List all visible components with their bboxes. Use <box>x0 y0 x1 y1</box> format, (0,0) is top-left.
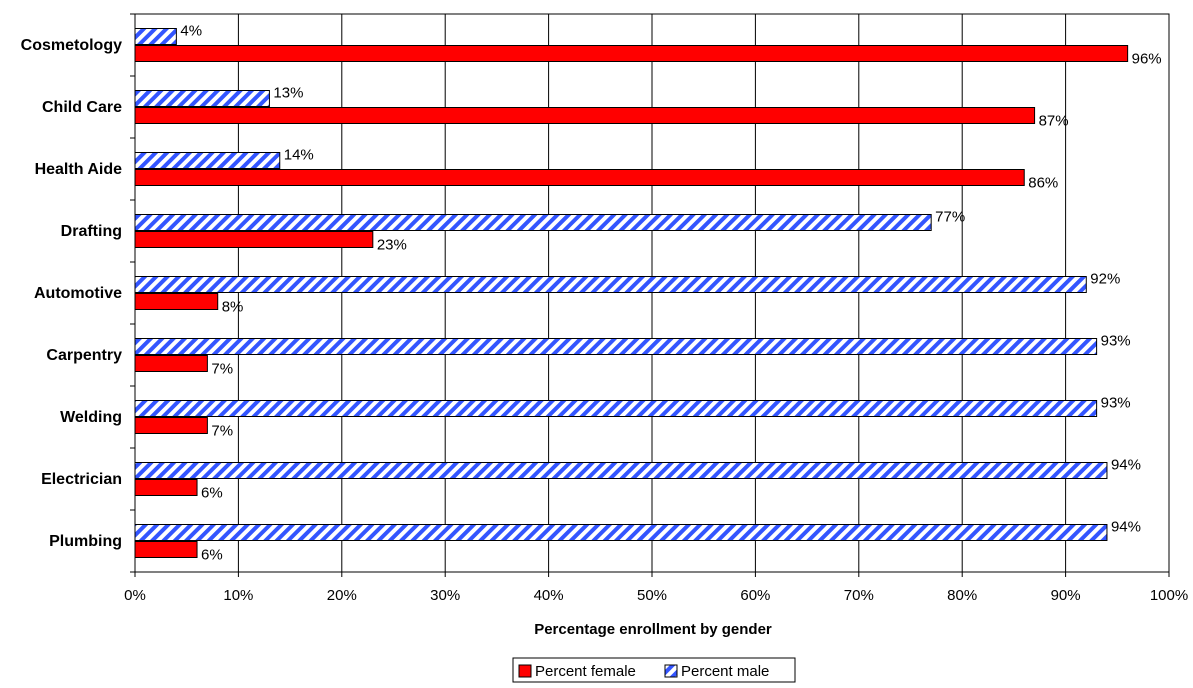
x-tick-label: 20% <box>327 587 357 604</box>
bar-percent-male <box>134 214 932 231</box>
data-label-female: 7% <box>211 361 233 378</box>
data-label-female: 7% <box>211 423 233 440</box>
data-label-male: 13% <box>273 85 303 102</box>
x-tick-label: 50% <box>637 587 667 604</box>
data-label-female: 8% <box>222 299 244 316</box>
x-tick-label: 40% <box>534 587 564 604</box>
legend-label-male: Percent male <box>681 663 769 680</box>
bar-percent-female <box>134 417 208 434</box>
data-label-female: 86% <box>1028 175 1058 192</box>
bars <box>134 28 1129 558</box>
x-tick-label: 60% <box>740 587 770 604</box>
bar-percent-male <box>134 400 1098 417</box>
data-label-male: 94% <box>1111 457 1141 474</box>
legend-box <box>512 657 796 683</box>
x-tick-label: 90% <box>1051 587 1081 604</box>
category-label: Plumbing <box>49 533 122 550</box>
data-label-female: 87% <box>1039 113 1069 130</box>
data-label-female: 23% <box>377 237 407 254</box>
data-label-male: 94% <box>1111 519 1141 536</box>
bar-percent-female <box>134 293 219 310</box>
x-tick-label: 0% <box>124 587 146 604</box>
data-label-female: 96% <box>1132 51 1162 68</box>
x-tick-label: 70% <box>844 587 874 604</box>
bar-percent-male <box>134 462 1108 479</box>
category-label: Health Aide <box>35 161 123 178</box>
bar-percent-male <box>134 276 1087 293</box>
category-label: Drafting <box>61 223 122 240</box>
data-label-female: 6% <box>201 485 223 502</box>
data-label-male: 4% <box>180 23 202 40</box>
legend-swatch-female <box>518 664 532 678</box>
bar-percent-male <box>134 28 177 45</box>
bar-percent-female <box>134 231 374 248</box>
x-tick-label: 80% <box>947 587 977 604</box>
bar-percent-female <box>134 541 198 558</box>
category-label: Child Care <box>42 99 122 116</box>
category-label: Cosmetology <box>21 37 122 54</box>
bar-percent-male <box>134 90 270 107</box>
x-axis-title: Percentage enrollment by gender <box>534 621 772 638</box>
data-label-male: 77% <box>935 209 965 226</box>
category-label: Carpentry <box>46 347 122 364</box>
legend-swatch-male <box>664 664 678 678</box>
bar-percent-female <box>134 479 198 496</box>
x-tick-label: 30% <box>430 587 460 604</box>
legend-label-female: Percent female <box>535 663 636 680</box>
bar-percent-male <box>134 524 1108 541</box>
category-label: Automotive <box>34 285 122 302</box>
x-tick-label: 100% <box>1150 587 1188 604</box>
labels: 0% 10% 20% 30% 40% 50% 60% 70% 80% 90% 100% Cosmeto… <box>21 23 1189 605</box>
bar-percent-male <box>134 338 1098 355</box>
bar-percent-male <box>134 152 281 169</box>
x-tick-label: 10% <box>223 587 253 604</box>
data-label-male: 14% <box>284 147 314 164</box>
legend: Percent female Percent male <box>512 657 796 683</box>
data-label-female: 6% <box>201 547 223 564</box>
bar-percent-female <box>134 355 208 372</box>
data-label-male: 92% <box>1090 271 1120 288</box>
category-label: Electrician <box>41 471 122 488</box>
data-label-male: 93% <box>1101 395 1131 412</box>
bar-percent-female <box>134 169 1025 186</box>
bar-percent-female <box>134 45 1129 62</box>
axes <box>130 13 1170 577</box>
data-label-male: 93% <box>1101 333 1131 350</box>
category-label: Welding <box>60 409 122 426</box>
bar-percent-female <box>134 107 1036 124</box>
